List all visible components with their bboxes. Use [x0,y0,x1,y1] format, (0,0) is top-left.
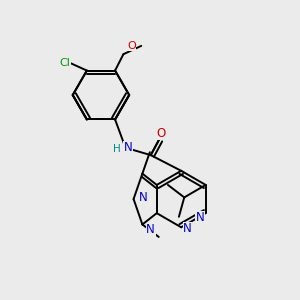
Text: O: O [127,40,136,51]
Text: O: O [156,127,165,140]
Text: Cl: Cl [60,58,70,68]
Text: N: N [139,191,148,204]
Text: N: N [183,222,192,235]
Text: N: N [196,211,205,224]
Text: N: N [146,223,155,236]
Text: H: H [113,144,121,154]
Text: N: N [124,141,132,154]
